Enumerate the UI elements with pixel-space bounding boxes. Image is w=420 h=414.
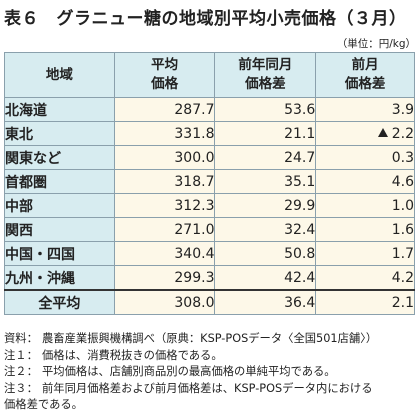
- region-cell: 関東など: [4, 145, 115, 170]
- price-cell: 308.0: [113, 289, 216, 315]
- mom-cell: 1.6: [315, 217, 415, 242]
- header-region: 地域: [4, 52, 115, 98]
- price-cell: 318.7: [113, 169, 216, 194]
- table-row: 東北 331.8 21.1 2.2: [4, 121, 415, 146]
- price-table: 地域 平均 価格 前年同月 価格差 前月 価格差 北海道 287.7 53.6 3.9…: [4, 52, 415, 315]
- price-cell: 299.3: [113, 265, 216, 291]
- header-mom-diff: 前月 価格差: [315, 52, 415, 98]
- yoy-cell: 42.4: [214, 265, 317, 291]
- yoy-cell: 36.4: [214, 289, 317, 315]
- minus-triangle-icon: [377, 127, 388, 137]
- yoy-cell: 21.1: [214, 121, 317, 146]
- yoy-cell: 35.1: [214, 169, 317, 194]
- region-cell: 首都圏: [4, 169, 115, 194]
- yoy-cell: 29.9: [214, 193, 317, 218]
- region-cell: 中国・四国: [4, 241, 115, 266]
- region-cell: 九州・沖縄: [4, 265, 115, 291]
- unit-label: （単位：円/kg）: [336, 38, 416, 50]
- table-row: 中国・四国 340.4 50.8 1.7: [4, 241, 415, 266]
- mom-cell: 1.0: [315, 193, 415, 218]
- table-row: 関東など 300.0 24.7 0.3: [4, 145, 415, 170]
- mom-cell: 2.1: [315, 289, 415, 315]
- table-title: 表６ グラニュー糖の地域別平均小売価格（３月）: [4, 9, 407, 29]
- source-note: 資料： 農畜産業振興機構調べ（原典：KSP-POSデータ〈全国501店舗〉）: [4, 332, 378, 345]
- mom-cell: 4.6: [315, 169, 415, 194]
- mom-cell: 1.7: [315, 241, 415, 266]
- price-cell: 271.0: [113, 217, 216, 242]
- average-row: 全平均 308.0 36.4 2.1: [4, 289, 415, 315]
- footnote: 注３： 前年同月価格差および前月価格差は、KSP-POSデータ内における: [4, 381, 373, 395]
- region-cell: 関西: [4, 217, 115, 242]
- table-row: 中部 312.3 29.9 1.0: [4, 193, 415, 218]
- notes-block: 資料： 農畜産業振興機構調べ（原典：KSP-POSデータ〈全国501店舗〉） 注１…: [4, 331, 418, 414]
- header-yoy-diff: 前年同月 価格差: [214, 52, 317, 98]
- footnote: 注１： 価格は、消費税抜きの価格である。: [4, 348, 223, 362]
- mom-cell: 3.9: [315, 97, 415, 122]
- yoy-cell: 50.8: [214, 241, 317, 266]
- price-cell: 287.7: [113, 97, 216, 122]
- footnote: 注２： 平均価格は、店舗別商品別の最高価格の単純平均である。: [4, 365, 336, 378]
- mom-cell: 2.2: [315, 121, 415, 146]
- price-cell: 331.8: [113, 121, 216, 146]
- region-cell: 全平均: [4, 289, 115, 315]
- mom-cell: 0.3: [315, 145, 415, 170]
- yoy-cell: 32.4: [214, 217, 317, 242]
- mom-cell: 4.2: [315, 265, 415, 291]
- footnote-continuation: 価格差である。: [4, 398, 83, 411]
- table-row: 北海道 287.7 53.6 3.9: [4, 97, 415, 122]
- table-row: 九州・沖縄 299.3 42.4 4.2: [4, 265, 415, 291]
- region-cell: 北海道: [4, 97, 115, 122]
- region-cell: 中部: [4, 193, 115, 218]
- table-row: 首都圏 318.7 35.1 4.6: [4, 169, 415, 194]
- table-row: 関西 271.0 32.4 1.6: [4, 217, 415, 242]
- table-header-row: 地域 平均 価格 前年同月 価格差 前月 価格差: [4, 52, 415, 98]
- header-avg-price: 平均 価格: [113, 52, 216, 98]
- yoy-cell: 24.7: [214, 145, 317, 170]
- price-cell: 340.4: [113, 241, 216, 266]
- region-cell: 東北: [4, 121, 115, 146]
- price-cell: 312.3: [113, 193, 216, 218]
- price-cell: 300.0: [113, 145, 216, 170]
- yoy-cell: 53.6: [214, 97, 317, 122]
